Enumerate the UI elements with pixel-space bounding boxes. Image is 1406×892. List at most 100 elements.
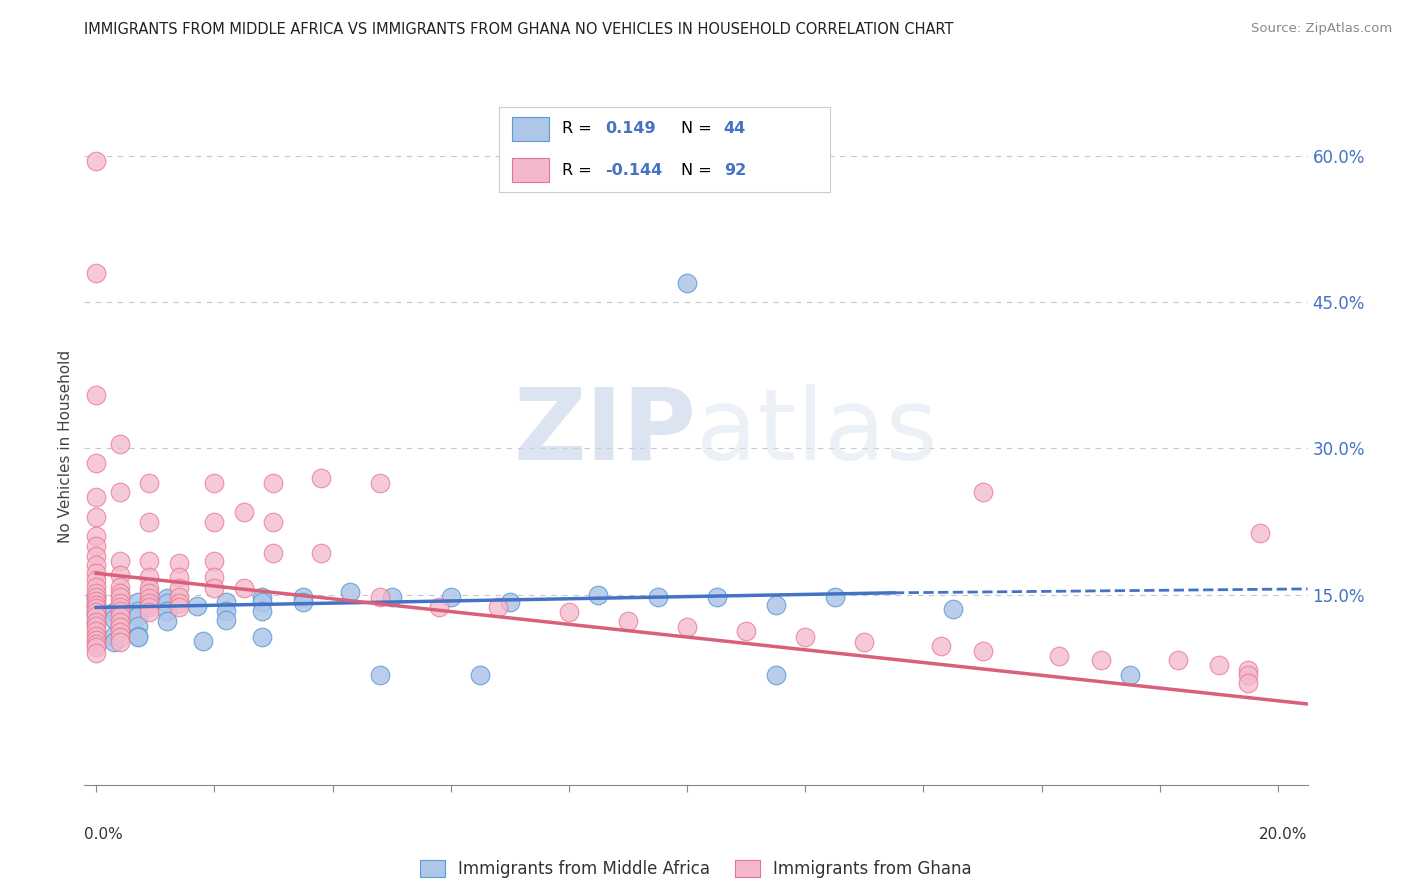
- Point: [84, 590, 107, 604]
- Point: [138, 600, 160, 615]
- Point: [250, 604, 273, 618]
- Point: [84, 615, 107, 629]
- Point: [84, 558, 107, 573]
- Point: [292, 594, 315, 608]
- Point: [138, 581, 160, 595]
- Text: Source: ZipAtlas.com: Source: ZipAtlas.com: [1251, 22, 1392, 36]
- Point: [167, 596, 190, 610]
- Bar: [512, 117, 548, 141]
- Point: [138, 586, 160, 600]
- Point: [127, 604, 149, 618]
- Point: [262, 475, 284, 490]
- Point: [647, 590, 669, 604]
- Point: [138, 605, 160, 619]
- Point: [156, 596, 179, 610]
- Point: [250, 630, 273, 644]
- Point: [84, 456, 107, 470]
- Point: [138, 570, 160, 584]
- Point: [103, 634, 125, 648]
- Point: [1047, 649, 1070, 664]
- Point: [84, 598, 107, 612]
- Point: [735, 624, 758, 638]
- Point: [1249, 526, 1271, 541]
- Text: R =: R =: [562, 121, 596, 136]
- Point: [84, 266, 107, 280]
- Point: [292, 590, 315, 604]
- Point: [156, 604, 179, 618]
- Point: [167, 590, 190, 604]
- Point: [127, 619, 149, 633]
- Point: [676, 620, 699, 634]
- Point: [108, 630, 131, 644]
- Point: [202, 515, 225, 529]
- Point: [84, 590, 107, 604]
- Point: [156, 614, 179, 628]
- Point: [765, 667, 787, 681]
- Point: [486, 600, 509, 615]
- Y-axis label: No Vehicles in Household: No Vehicles in Household: [58, 350, 73, 542]
- Point: [84, 539, 107, 553]
- Point: [676, 276, 699, 290]
- Point: [167, 600, 190, 615]
- Point: [84, 509, 107, 524]
- Text: 92: 92: [724, 162, 747, 178]
- Point: [138, 591, 160, 605]
- Point: [103, 612, 125, 626]
- Text: IMMIGRANTS FROM MIDDLE AFRICA VS IMMIGRANTS FROM GHANA NO VEHICLES IN HOUSEHOLD : IMMIGRANTS FROM MIDDLE AFRICA VS IMMIGRA…: [84, 22, 953, 37]
- Point: [127, 629, 149, 643]
- Point: [108, 553, 131, 567]
- Point: [186, 599, 208, 614]
- Point: [972, 485, 994, 500]
- Point: [108, 568, 131, 582]
- Point: [138, 515, 160, 529]
- Point: [1167, 653, 1189, 667]
- Point: [84, 640, 107, 655]
- Point: [84, 566, 107, 581]
- Point: [588, 588, 610, 602]
- Point: [232, 581, 254, 595]
- Point: [381, 590, 404, 604]
- Point: [108, 604, 131, 618]
- Point: [108, 485, 131, 500]
- Point: [84, 646, 107, 660]
- Point: [108, 624, 131, 639]
- Point: [339, 584, 361, 599]
- Point: [368, 667, 391, 681]
- Point: [202, 475, 225, 490]
- Point: [215, 613, 238, 627]
- Point: [167, 581, 190, 595]
- Point: [1237, 667, 1260, 681]
- Point: [108, 615, 131, 629]
- Point: [824, 590, 846, 604]
- Point: [84, 593, 107, 607]
- Point: [84, 598, 107, 612]
- Text: atlas: atlas: [696, 384, 938, 481]
- Text: ZIP: ZIP: [513, 384, 696, 481]
- Point: [84, 615, 107, 629]
- Point: [1208, 657, 1230, 672]
- Legend: Immigrants from Middle Africa, Immigrants from Ghana: Immigrants from Middle Africa, Immigrant…: [413, 854, 979, 885]
- Text: 20.0%: 20.0%: [1260, 827, 1308, 841]
- Point: [1237, 663, 1260, 677]
- Point: [108, 590, 131, 604]
- Point: [972, 644, 994, 658]
- Text: -0.144: -0.144: [605, 162, 662, 178]
- Point: [1119, 667, 1142, 681]
- Point: [138, 553, 160, 567]
- Point: [84, 636, 107, 650]
- Point: [108, 436, 131, 450]
- Point: [84, 388, 107, 402]
- Point: [1237, 675, 1260, 690]
- Point: [84, 601, 107, 615]
- Point: [84, 619, 107, 633]
- Point: [853, 634, 876, 648]
- Point: [202, 553, 225, 567]
- Text: N =: N =: [681, 121, 717, 136]
- Point: [127, 594, 149, 608]
- Point: [309, 546, 332, 560]
- Point: [232, 505, 254, 519]
- Point: [1090, 653, 1112, 667]
- Point: [202, 581, 225, 595]
- Point: [215, 604, 238, 618]
- Point: [108, 600, 131, 615]
